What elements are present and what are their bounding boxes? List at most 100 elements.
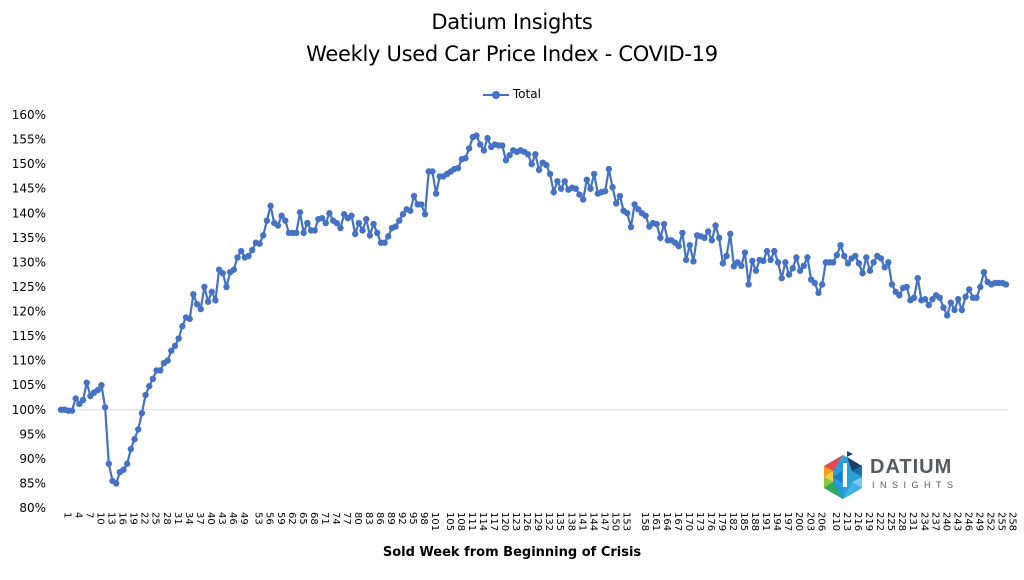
x-tick-label: 13 [106, 512, 117, 525]
x-tick-label: 111 [466, 512, 477, 531]
data-point-marker [561, 178, 568, 185]
data-point-marker [888, 281, 896, 288]
data-point-marker [719, 260, 727, 267]
data-point-marker [609, 184, 616, 191]
data-point-marker [951, 306, 958, 314]
x-tick-label: 105 [444, 512, 455, 531]
data-point-marker [708, 237, 716, 244]
data-point-marker [642, 212, 649, 219]
data-point-marker [175, 335, 182, 342]
data-point-marker [535, 166, 543, 174]
logo-wordmark: DATIUM [870, 456, 953, 478]
data-point-marker [679, 229, 686, 237]
data-point-marker [723, 252, 730, 260]
data-point-marker [267, 202, 274, 210]
x-tick-label: 56 [264, 512, 275, 525]
data-point-marker [896, 292, 903, 299]
data-point-marker [300, 229, 307, 237]
data-point-marker [859, 269, 866, 277]
data-point-marker [528, 160, 535, 168]
x-tick-label: 164 [661, 512, 672, 531]
data-point-marker [94, 386, 101, 394]
x-tick-label: 176 [705, 512, 716, 531]
data-point-marker [476, 141, 484, 148]
x-tick-label: 74 [330, 512, 341, 525]
data-point-marker [473, 132, 480, 139]
x-tick-label: 40 [205, 512, 216, 525]
x-tick-label: 46 [227, 512, 238, 525]
y-tick-label: 85% [19, 476, 46, 490]
x-tick-label: 10 [95, 512, 106, 525]
x-tick-label: 95 [407, 512, 418, 525]
data-point-marker [146, 382, 153, 390]
data-point-marker [943, 312, 951, 319]
data-point-marker [385, 233, 392, 240]
data-point-marker [682, 256, 690, 264]
x-tick-label: 37 [194, 512, 205, 525]
data-point-marker [631, 201, 638, 208]
x-tick-label: 258 [1007, 512, 1018, 531]
data-point-marker [502, 156, 510, 164]
data-point-marker [910, 294, 918, 301]
y-tick-label: 110% [12, 354, 46, 368]
data-point-marker [973, 294, 980, 301]
x-tick-label: 129 [532, 512, 543, 531]
x-tick-label: 188 [749, 512, 760, 531]
x-tick-label: 28 [161, 512, 172, 525]
data-point-marker [800, 262, 807, 270]
y-tick-label: 155% [12, 133, 46, 147]
data-point-marker [197, 305, 204, 313]
x-tick-label: 240 [940, 512, 951, 531]
data-point-marker [833, 251, 841, 259]
data-point-marker [120, 466, 127, 473]
x-tick-label: 83 [363, 512, 374, 525]
data-point-marker [712, 222, 719, 229]
data-point-marker [550, 188, 557, 196]
y-tick-label: 115% [12, 329, 46, 343]
data-point-marker [829, 259, 837, 266]
data-point-marker [760, 257, 767, 265]
x-tick-label: 80 [352, 512, 363, 525]
x-tick-label: 89 [385, 512, 396, 525]
data-point-marker [333, 219, 340, 227]
x-tick-label: 114 [477, 512, 488, 531]
data-point-marker [653, 220, 660, 228]
x-tick-label: 197 [782, 512, 793, 531]
data-point-marker [866, 267, 874, 274]
x-tick-label: 117 [488, 512, 499, 531]
data-point-marker [263, 217, 271, 224]
data-point-marker [1002, 281, 1010, 288]
data-point-marker [355, 219, 363, 227]
data-point-marker [613, 200, 620, 207]
data-point-marker [432, 190, 440, 197]
data-point-marker [660, 220, 668, 228]
data-point-marker [774, 259, 782, 266]
data-point-marker [208, 288, 215, 296]
x-tick-label: 4 [73, 512, 84, 518]
data-point-marker [135, 426, 142, 433]
x-tick-label: 243 [951, 512, 962, 531]
data-point-marker [657, 234, 664, 242]
x-tick-label: 213 [841, 512, 852, 531]
data-point-marker [105, 460, 113, 467]
x-tick-label: 150 [609, 512, 620, 531]
logo-subtitle: INSIGHTS [872, 480, 959, 490]
x-tick-label: 1 [62, 512, 73, 518]
data-point-marker [686, 241, 693, 249]
y-tick-label: 90% [19, 452, 46, 466]
x-axis: 1 4 7 10 13 16 19 22 25 28 31 34 37 40 43 46 49 53 56 59 62 6… [62, 512, 1018, 531]
x-tick-label: 210 [830, 512, 841, 531]
data-point-marker [804, 254, 811, 261]
x-tick-label: 249 [973, 512, 984, 531]
data-point-marker [752, 267, 760, 274]
data-point-marker [881, 264, 888, 271]
data-point-marker [815, 289, 822, 297]
x-tick-label: 108 [455, 512, 466, 531]
data-point-marker [245, 252, 252, 260]
data-point-marker [793, 254, 800, 261]
data-point-marker [311, 227, 318, 234]
datium-hexagon-logo-icon [824, 451, 862, 499]
data-point-marker [179, 323, 186, 330]
y-tick-label: 145% [12, 182, 46, 196]
x-tick-label: 25 [150, 512, 161, 525]
